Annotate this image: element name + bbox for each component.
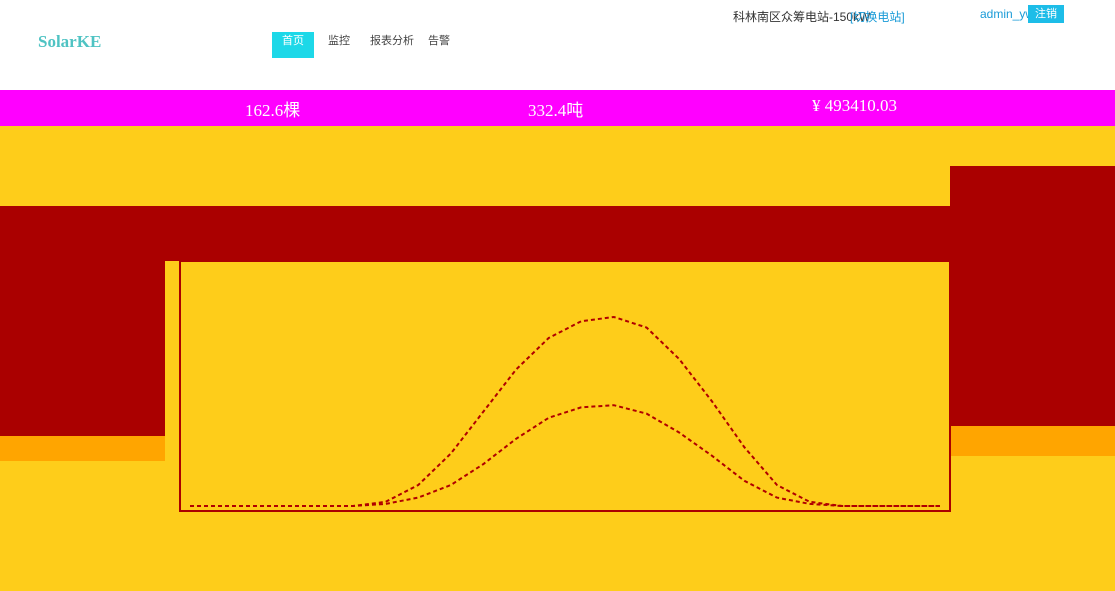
nav-item[interactable]: 告警	[428, 35, 450, 47]
nav-item[interactable]: 监控	[328, 35, 350, 47]
logo[interactable]: SolarKE	[38, 32, 102, 51]
power-line	[190, 404, 940, 507]
station-name: 科林南区众筹电站-150kW	[733, 10, 871, 24]
user-name[interactable]: admin_yw	[980, 7, 1035, 21]
left-panel	[0, 206, 165, 436]
nav-item[interactable]: 报表分析	[370, 35, 414, 47]
header: SolarKE 首页 监控 报表分析 告警 科林南区众筹电站-150kW [切换…	[0, 0, 1115, 90]
chart-frame	[179, 260, 951, 512]
chart-header	[165, 206, 1005, 261]
left-strip	[0, 436, 165, 461]
nav-item[interactable]: 首页	[272, 32, 314, 58]
right-strip	[950, 426, 1115, 456]
stat-income: ¥ 493410.03	[812, 96, 897, 115]
power-line	[190, 315, 940, 507]
logout-button[interactable]: 注销	[1028, 5, 1064, 23]
stat-trees: 162.6棵	[245, 101, 301, 120]
stat-co2: 332.4吨	[528, 101, 584, 120]
main-area	[0, 126, 1115, 591]
switch-station[interactable]: [切换电站]	[850, 10, 905, 24]
dashboard	[0, 166, 1115, 512]
stats-bar	[0, 90, 1115, 126]
